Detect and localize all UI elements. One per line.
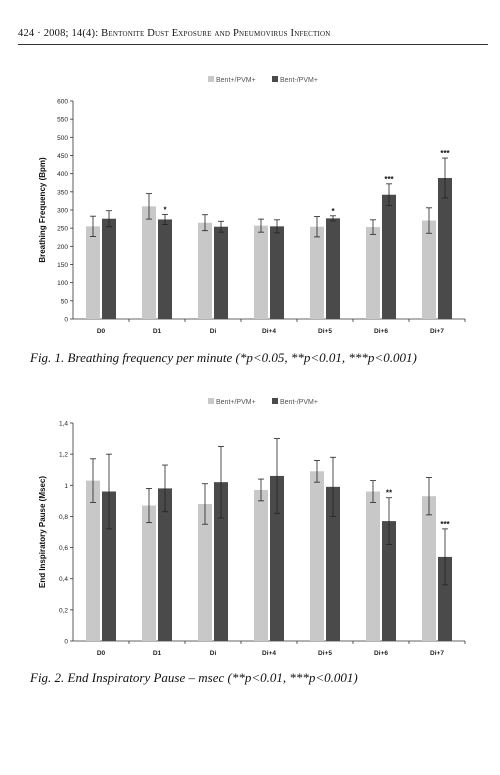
figure-2-caption: Fig. 2. End Inspiratory Pause – msec (**… xyxy=(30,670,358,685)
bar xyxy=(142,206,156,319)
bar xyxy=(422,496,436,641)
legend-label: Bent+/PVM+ xyxy=(216,77,256,84)
bar xyxy=(214,482,228,641)
y-tick-label: 150 xyxy=(57,262,68,269)
legend-swatch xyxy=(208,76,214,82)
journal-citation: 2008; 14(4): xyxy=(43,28,99,39)
significance-label: ** xyxy=(386,489,393,498)
x-tick-label: Di xyxy=(210,328,217,335)
breathing-frequency-chart: Bent+/PVM+ Bent-/PVM+ 0 50 100 150 200 250 300 35… xyxy=(38,76,466,335)
bar xyxy=(158,488,172,641)
bar xyxy=(270,226,284,319)
y-tick-label: 400 xyxy=(57,171,68,178)
bar xyxy=(422,220,436,319)
legend-swatch xyxy=(272,76,278,82)
y-tick-label: 250 xyxy=(57,226,68,233)
y-tick-label: 0 xyxy=(64,317,68,324)
y-tick-label: 600 xyxy=(57,99,68,106)
bar xyxy=(158,219,172,319)
y-tick-label: 0 xyxy=(64,639,68,646)
bar xyxy=(198,503,212,641)
bar xyxy=(214,226,228,319)
x-tick-label: Di+6 xyxy=(374,650,388,657)
x-tick-label: Di+4 xyxy=(262,328,276,335)
y-tick-label: 450 xyxy=(57,153,68,160)
y-tick-label: 500 xyxy=(57,135,68,142)
x-tick-label: Di+5 xyxy=(318,328,332,335)
running-head: 424 · 2008; 14(4): Bentonite Dust Exposu… xyxy=(18,28,488,45)
y-tick-label: 1,4 xyxy=(59,421,68,428)
bar xyxy=(438,178,452,319)
y-tick-label: 300 xyxy=(57,208,68,215)
y-tick-label: 350 xyxy=(57,189,68,196)
bar xyxy=(326,218,340,319)
bar xyxy=(86,480,100,641)
legend-label: Bent-/PVM+ xyxy=(280,77,318,84)
y-tick-label: 550 xyxy=(57,117,68,124)
significance-label: *** xyxy=(440,149,450,158)
bar xyxy=(198,222,212,319)
figure-1-caption: Fig. 1. Breathing frequency per minute (… xyxy=(30,350,417,365)
legend-swatch xyxy=(272,398,278,404)
bar xyxy=(366,491,380,641)
y-tick-label: 50 xyxy=(61,298,69,305)
bar xyxy=(254,489,268,641)
y-tick-label: 0,8 xyxy=(59,514,68,521)
x-tick-label: D0 xyxy=(97,650,106,657)
page-number: 424 xyxy=(18,28,35,39)
bar xyxy=(142,505,156,641)
x-tick-label: Di+5 xyxy=(318,650,332,657)
legend-label: Bent+/PVM+ xyxy=(216,399,256,406)
x-tick-label: Di+6 xyxy=(374,328,388,335)
x-tick-label: D0 xyxy=(97,328,106,335)
y-tick-label: 200 xyxy=(57,244,68,251)
x-tick-label: Di+7 xyxy=(430,650,444,657)
y-tick-label: 100 xyxy=(57,280,68,287)
bar xyxy=(310,226,324,319)
significance-label: *** xyxy=(440,520,450,529)
bar xyxy=(326,486,340,641)
x-tick-label: Di+4 xyxy=(262,650,276,657)
x-tick-label: Di+7 xyxy=(430,328,444,335)
significance-label: *** xyxy=(384,175,394,184)
header-rule xyxy=(18,44,488,45)
legend-swatch xyxy=(208,398,214,404)
y-tick-label: 1 xyxy=(64,483,68,490)
bar xyxy=(310,471,324,641)
bar xyxy=(382,194,396,319)
legend-label: Bent-/PVM+ xyxy=(280,399,318,406)
y-tick-label: 0,4 xyxy=(59,576,68,583)
bar xyxy=(86,226,100,319)
significance-label: * xyxy=(331,207,335,216)
x-tick-label: D1 xyxy=(153,650,162,657)
y-tick-label: 1,2 xyxy=(59,452,68,459)
x-tick-label: D1 xyxy=(153,328,162,335)
y-tick-label: 0,2 xyxy=(59,607,68,614)
bar xyxy=(254,225,268,319)
y-tick-label: 0,6 xyxy=(59,545,68,552)
significance-label: * xyxy=(163,205,167,214)
x-tick-label: Di xyxy=(210,650,217,657)
bar xyxy=(382,521,396,641)
end-inspiratory-pause-chart: Bent+/PVM+ Bent-/PVM+ 0 0,2 0,4 0,6 0,8 1 1,2 1,4… xyxy=(38,398,466,657)
running-title: Bentonite Dust Exposure and Pneumovirus … xyxy=(101,28,331,39)
bar xyxy=(102,491,116,641)
y-axis-label: End Inspiratory Pause (Msec) xyxy=(38,476,47,588)
bar xyxy=(102,218,116,319)
y-axis-label: Breathing Frequency (Bpm) xyxy=(38,157,47,263)
bar xyxy=(438,556,452,641)
bar xyxy=(270,475,284,641)
bar xyxy=(366,227,380,319)
